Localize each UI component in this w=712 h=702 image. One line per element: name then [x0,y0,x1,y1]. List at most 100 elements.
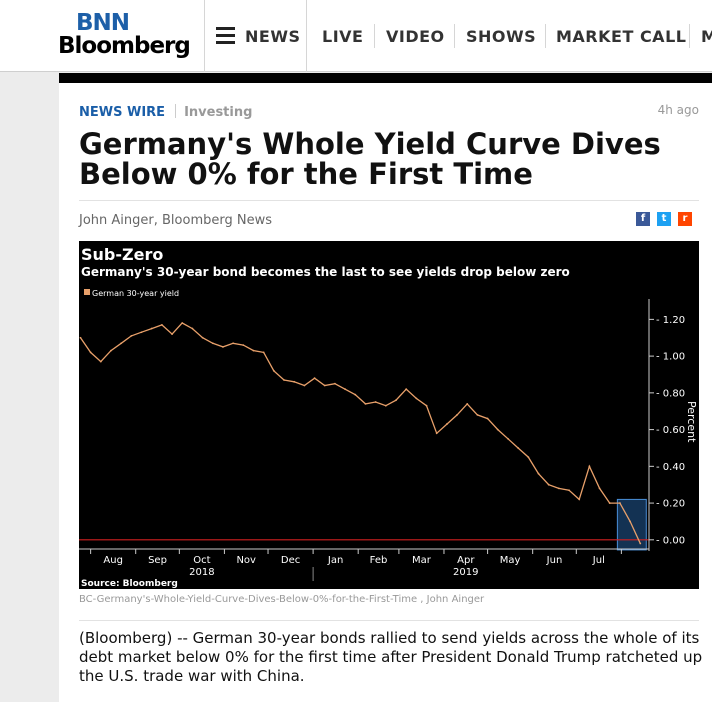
chart-title: Sub-Zero [81,245,163,264]
divider [79,620,699,621]
section-link[interactable]: NEWS WIRE [79,105,166,120]
data-point [639,542,642,545]
data-point [354,393,357,396]
x-tick-label: Nov [236,555,256,566]
article-body: (Bloomberg) -- German 30-year bonds rall… [79,629,703,685]
data-point [629,520,631,523]
data-point [252,349,255,352]
nav-divider [454,24,455,48]
x-tick-label: Mar [412,555,432,566]
data-point [517,447,520,449]
reddit-icon[interactable]: r [678,212,692,226]
chart-subtitle: Germany's 30-year bond becomes the last … [81,265,570,279]
x-tick-label: Sep [148,555,167,566]
article-top-bar [59,73,712,83]
data-point [79,336,82,339]
nav-divider [689,24,690,48]
data-point [425,404,428,407]
hamburger-icon[interactable] [216,27,235,44]
series-line [79,322,641,544]
nav-video[interactable]: VIDEO [386,27,445,46]
x-tick-label: Jun [546,555,563,566]
data-point [415,397,418,400]
label-divider [175,104,177,118]
byline: John Ainger, Bloomberg News [79,213,272,228]
data-point [384,404,387,407]
nav-divider [374,24,375,48]
data-point [262,351,265,354]
data-point [150,327,153,330]
nav-live[interactable]: LIVE [322,27,364,46]
x-tick-label: Apr [457,555,475,566]
data-point [435,432,438,435]
data-point [140,331,143,334]
data-point [130,335,133,337]
x-year-label: 2019 [453,567,478,578]
nav-news[interactable]: NEWS [245,27,301,46]
y-tick-label: - 0.40 [656,462,685,473]
data-point [272,369,275,372]
twitter-icon[interactable]: t [657,212,671,226]
data-point [110,349,112,352]
data-point [568,489,570,492]
menu-toggle[interactable]: NEWS [205,0,307,72]
data-point [344,388,346,391]
data-point [557,487,560,490]
nav-divider [545,24,546,48]
data-point [445,423,448,425]
nav-market-call[interactable]: MARKET CALL [556,27,687,46]
x-tick-label: Jan [327,555,343,566]
data-point [364,402,367,405]
legend-label: German 30-year yield [92,289,179,298]
data-point [578,498,581,501]
data-point [456,413,458,416]
facebook-icon[interactable]: f [636,212,650,226]
data-point [242,344,245,346]
y-tick-label: - 0.60 [656,425,685,436]
data-point [588,465,591,468]
divider [79,200,699,201]
data-point [89,351,92,354]
data-point [619,502,621,504]
data-point [313,377,316,380]
data-point [334,382,336,385]
data-point [303,384,306,387]
chart-source: Source: Bloomberg [81,579,178,589]
article-labels: NEWS WIRE Investing [79,104,252,120]
legend-swatch [84,289,90,295]
plot-area: - 0.00 - 0.20 - 0.40 - 0.60 - 0.80 - 1.00 - 1.… [79,299,685,581]
timestamp: 4h ago [657,103,699,117]
y-tick-label: - 0.20 [656,499,685,510]
nav-more[interactable]: M [701,27,712,46]
data-point [323,384,326,387]
image-caption: BC-Germany's-Whole-Yield-Curve-Dives-Bel… [79,594,485,605]
data-point [537,472,540,475]
article-container: NEWS WIRE Investing 4h ago Germany's Whol… [59,73,712,702]
data-point [598,487,601,490]
category-link[interactable]: Investing [184,105,253,120]
bnn-bloomberg-logo[interactable]: BNN Bloomberg [0,0,205,72]
nav-shows[interactable]: SHOWS [466,27,537,46]
data-point [201,336,204,339]
data-point [507,437,509,440]
y-axis-label: Percent [685,401,698,443]
top-nav-bar: BNN Bloomberg NEWS LIVE VIDEO SHOWS MARK… [0,0,712,72]
x-tick-label: Aug [103,555,123,566]
data-point [547,483,550,486]
x-tick-label: May [500,555,521,566]
y-tick-label: - 1.20 [656,315,685,326]
data-point [160,323,163,326]
data-point [99,360,102,363]
data-point [293,380,296,383]
x-year-label: 2018 [189,567,214,578]
data-point [191,327,194,330]
yield-chart: Sub-Zero Germany's 30-year bond becomes … [79,241,699,589]
headline: Germany's Whole Yield Curve Dives Below … [79,127,661,191]
x-tick-label: Oct [193,555,210,566]
x-tick-label: Feb [370,555,388,566]
data-point [496,428,499,431]
data-point [476,413,479,416]
logo-bnn-text: BNN [76,10,130,36]
data-point [466,402,469,405]
data-point [222,346,224,348]
